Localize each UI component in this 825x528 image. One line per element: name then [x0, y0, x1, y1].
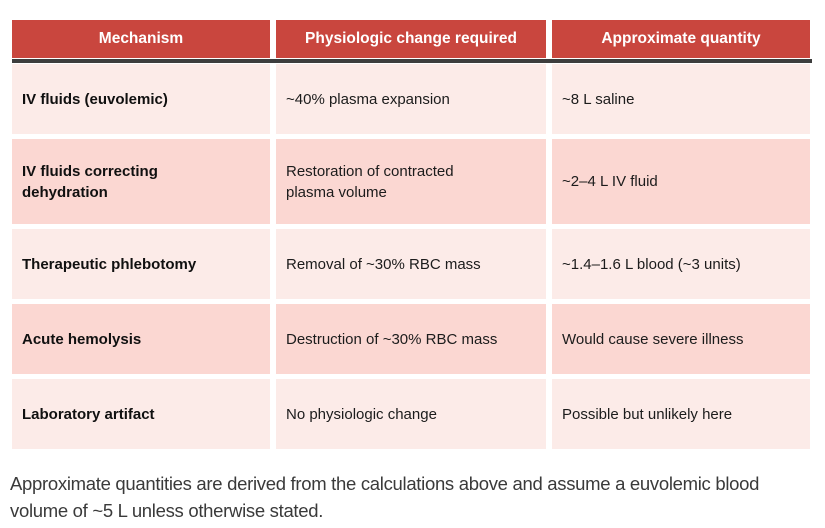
table-cell-quantity: Would cause severe illness: [552, 304, 810, 374]
table-cell-mechanism: Acute hemolysis: [12, 304, 270, 374]
cell-text: Removal of ~30% RBC mass: [286, 255, 481, 273]
table-cell-change: ~40% plasma expansion: [276, 64, 546, 134]
column-header-label: Physiologic change required: [305, 30, 517, 47]
table-cell-quantity: ~2–4 L IV fluid: [552, 139, 810, 224]
header-divider-line: [12, 59, 812, 63]
cell-text: IV fluids (euvolemic): [22, 90, 168, 108]
cell-text: ~1.4–1.6 L blood (~3 units): [562, 255, 741, 273]
table-cell-quantity: ~8 L saline: [552, 64, 810, 134]
table-cell-mechanism: IV fluids correcting dehydration: [12, 139, 270, 224]
cell-text: IV fluids correcting dehydration: [22, 162, 158, 201]
table-body: IV fluids (euvolemic) ~40% plasma expans…: [12, 64, 825, 449]
cell-text: Therapeutic phlebotomy: [22, 255, 197, 273]
column-header-physiologic-change: Physiologic change required: [276, 20, 546, 58]
table-cell-quantity: ~1.4–1.6 L blood (~3 units): [552, 229, 810, 299]
table-cell-mechanism: IV fluids (euvolemic): [12, 64, 270, 134]
column-header-mechanism: Mechanism: [12, 20, 270, 58]
table-cell-quantity: Possible but unlikely here: [552, 379, 810, 449]
cell-text: ~8 L saline: [562, 90, 635, 108]
cell-text: Restoration of contracted plasma volume: [286, 162, 454, 201]
table-cell-change: Destruction of ~30% RBC mass: [276, 304, 546, 374]
cell-text: Possible but unlikely here: [562, 405, 733, 423]
column-header-label: Approximate quantity: [601, 30, 761, 47]
table-cell-mechanism: Laboratory artifact: [12, 379, 270, 449]
column-header-label: Mechanism: [98, 30, 184, 47]
footnote-text: Approximate quantities are derived from …: [10, 473, 760, 521]
table-header-row: Mechanism Physiologic change required Ap…: [12, 20, 825, 58]
table-cell-change: Removal of ~30% RBC mass: [276, 229, 546, 299]
cell-text: Would cause severe illness: [562, 330, 744, 348]
column-header-approximate-quantity: Approximate quantity: [552, 20, 810, 58]
table-cell-change: No physiologic change: [276, 379, 546, 449]
cell-text: Acute hemolysis: [22, 330, 142, 348]
cell-text: Destruction of ~30% RBC mass: [286, 330, 498, 348]
table-cell-mechanism: Therapeutic phlebotomy: [12, 229, 270, 299]
cell-text: Laboratory artifact: [22, 405, 155, 423]
cell-text: No physiologic change: [286, 405, 437, 423]
cell-text: ~40% plasma expansion: [286, 90, 450, 108]
table-cell-change: Restoration of contracted plasma volume: [276, 139, 546, 224]
cell-text: ~2–4 L IV fluid: [562, 173, 658, 190]
